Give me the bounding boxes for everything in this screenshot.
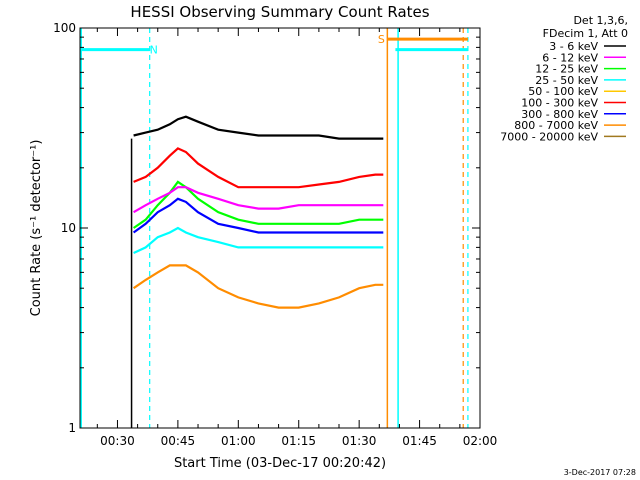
x-tick-label: 01:45 bbox=[402, 434, 437, 448]
legend-header-line-2: FDecim 1, Att 0 bbox=[543, 27, 628, 40]
series-line bbox=[133, 115, 384, 140]
series-line bbox=[133, 186, 384, 214]
legend-label: 3 - 6 keV bbox=[549, 40, 598, 53]
legend-label: 25 - 50 keV bbox=[535, 74, 598, 87]
y-tick-label: 1 bbox=[68, 421, 76, 435]
x-tick-label: 01:00 bbox=[221, 434, 256, 448]
legend-label: 12 - 25 keV bbox=[535, 63, 598, 76]
series-line bbox=[133, 226, 384, 254]
x-tick-label: 01:15 bbox=[281, 434, 316, 448]
x-tick-label: 02:00 bbox=[463, 434, 498, 448]
legend-label: 7000 - 20000 keV bbox=[500, 130, 598, 143]
x-axis-label: Start Time (03-Dec-17 00:20:42) bbox=[174, 456, 386, 471]
legend-label: 800 - 7000 keV bbox=[514, 119, 598, 132]
series-line bbox=[132, 180, 384, 229]
y-tick-label: 100 bbox=[53, 21, 76, 35]
x-tick-label: 01:30 bbox=[342, 434, 377, 448]
x-tick-label: 00:30 bbox=[100, 434, 135, 448]
series-line bbox=[132, 197, 384, 234]
legend-label: 50 - 100 keV bbox=[528, 85, 598, 98]
series-line bbox=[132, 264, 384, 309]
legend-header-line-1: Det 1,3,6, bbox=[573, 14, 628, 27]
segment-label: N bbox=[150, 44, 158, 57]
chart-axes: 1 10 100 00:30 00:45 01:00 01:15 01:30 01:45 02:0… bbox=[53, 21, 497, 448]
y-tick-label: 10 bbox=[61, 221, 76, 235]
chart-marks: NS bbox=[80, 28, 469, 428]
footer-stamp: 3-Dec-2017 07:28 bbox=[564, 468, 636, 477]
segment-label: S bbox=[378, 33, 385, 46]
legend-label: 6 - 12 keV bbox=[542, 51, 598, 64]
chart-title: HESSI Observing Summary Count Rates bbox=[130, 3, 429, 21]
y-axis-label: Count Rate (s⁻¹ detector⁻¹) bbox=[29, 140, 44, 317]
x-tick-label: 00:45 bbox=[161, 434, 196, 448]
legend-label: 300 - 800 keV bbox=[521, 108, 598, 121]
series-line bbox=[133, 147, 384, 189]
legend-label: 100 - 300 keV bbox=[521, 97, 598, 110]
